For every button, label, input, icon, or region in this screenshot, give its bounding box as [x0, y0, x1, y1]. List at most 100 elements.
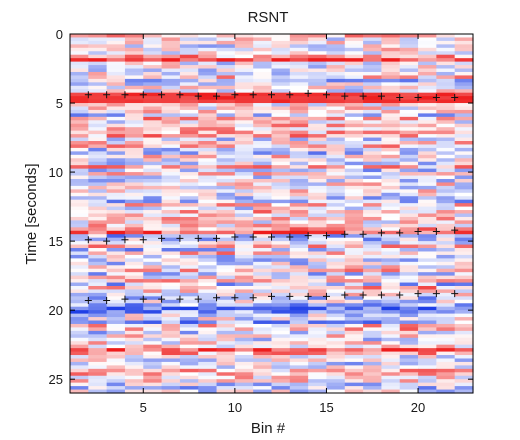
heatmap-cell	[143, 75, 163, 80]
heatmap-cell	[216, 213, 236, 218]
heatmap-cell	[143, 78, 163, 83]
heatmap-cell	[216, 299, 236, 304]
heatmap-cell	[106, 327, 126, 332]
heatmap-cell	[308, 317, 328, 322]
heatmap-cell	[106, 58, 126, 63]
heatmap-cell	[161, 137, 181, 142]
heatmap-cell	[418, 310, 437, 315]
heatmap-cell	[143, 220, 163, 225]
heatmap-cell	[454, 199, 474, 204]
heatmap-cell	[399, 54, 419, 59]
heatmap-cell	[326, 241, 346, 246]
heatmap-cell	[198, 282, 218, 287]
heatmap-cell	[363, 65, 383, 70]
heatmap-cell	[289, 134, 309, 139]
heatmap-cell	[234, 144, 254, 149]
heatmap-cell	[88, 51, 108, 56]
heatmap-cell	[344, 182, 364, 187]
heatmap-cell	[436, 40, 456, 45]
heatmap-cell	[418, 248, 437, 253]
heatmap-cell	[161, 351, 181, 356]
heatmap-cell	[454, 68, 474, 73]
marker-point	[268, 233, 275, 241]
heatmap-cell	[344, 361, 364, 366]
heatmap-cell	[363, 337, 383, 342]
heatmap-cell	[363, 44, 383, 49]
heatmap-cell	[70, 337, 89, 342]
heatmap-cell	[88, 178, 108, 184]
heatmap-cell	[308, 130, 328, 135]
heatmap-cell	[418, 223, 437, 228]
heatmap-cell	[143, 40, 163, 45]
heatmap-cell	[143, 185, 163, 190]
heatmap-cell	[216, 158, 236, 163]
heatmap-cell	[363, 282, 383, 287]
heatmap-cell	[161, 158, 181, 163]
heatmap-cell	[454, 248, 474, 253]
heatmap-cell	[418, 206, 437, 211]
heatmap-cell	[308, 254, 328, 259]
heatmap-cell	[399, 251, 419, 256]
heatmap-cell	[124, 172, 144, 177]
heatmap-cell	[234, 147, 254, 152]
heatmap-cell	[216, 334, 236, 339]
y-tick-label: 5	[56, 96, 63, 111]
heatmap-cell	[161, 89, 181, 94]
marker-point	[176, 91, 184, 99]
heatmap-cell	[88, 113, 108, 118]
heatmap-cell	[363, 151, 383, 156]
heatmap-cell	[308, 323, 328, 329]
heatmap-cell	[143, 323, 163, 329]
heatmap-cell	[271, 175, 291, 180]
heatmap-cell	[289, 223, 309, 228]
heatmap-cell	[179, 68, 199, 73]
heatmap-cell	[143, 310, 163, 315]
heatmap-cell	[381, 351, 401, 356]
heatmap-cell	[344, 113, 364, 118]
heatmap-cell	[253, 78, 273, 83]
heatmap-cell	[381, 230, 401, 235]
heatmap-cell	[289, 182, 309, 187]
heatmap-cell	[161, 78, 181, 83]
heatmap-cell	[198, 172, 218, 177]
heatmap-cell	[161, 120, 181, 125]
heatmap-cell	[363, 386, 383, 391]
heatmap-cell	[399, 78, 419, 83]
heatmap-cell	[179, 375, 199, 380]
heatmap-cell	[143, 265, 163, 270]
heatmap-cell	[234, 151, 254, 156]
heatmap-cell	[143, 120, 163, 125]
heatmap-cell	[143, 272, 163, 277]
heatmap-cell	[344, 275, 364, 280]
heatmap-cell	[106, 303, 126, 308]
heatmap-cell	[418, 341, 437, 346]
heatmap-cell	[124, 261, 144, 266]
heatmap-cell	[418, 137, 437, 142]
heatmap-cell	[399, 389, 419, 394]
heatmap-cell	[381, 237, 401, 242]
heatmap-cell	[326, 223, 346, 228]
heatmap-cell	[436, 109, 456, 114]
heatmap-cell	[418, 58, 437, 63]
heatmap-cell	[289, 248, 309, 253]
heatmap-cell	[418, 82, 437, 87]
heatmap-cell	[381, 196, 401, 201]
heatmap-cell	[363, 75, 383, 80]
heatmap-cell	[143, 137, 163, 142]
heatmap-cell	[70, 58, 89, 63]
marker-point	[176, 295, 184, 303]
heatmap-cell	[418, 296, 437, 301]
heatmap-cell	[143, 203, 163, 208]
heatmap-cell	[454, 320, 474, 325]
heatmap-cell	[363, 109, 383, 114]
heatmap-cell	[106, 389, 126, 394]
heatmap-cell	[399, 165, 419, 170]
heatmap-cell	[161, 92, 181, 97]
heatmap-cell	[399, 154, 419, 159]
heatmap-cell	[70, 313, 89, 318]
heatmap-cell	[363, 58, 383, 63]
heatmap-cell	[363, 341, 383, 346]
heatmap-cell	[143, 334, 163, 339]
heatmap-cell	[70, 355, 89, 360]
heatmap-cell	[106, 99, 126, 104]
